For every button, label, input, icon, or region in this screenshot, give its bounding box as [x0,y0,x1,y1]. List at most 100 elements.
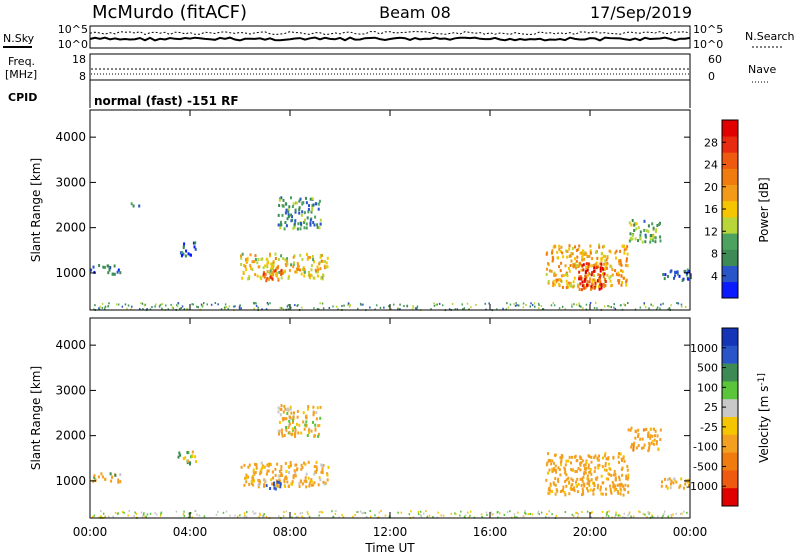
echo-mark [637,239,640,243]
colorbar-segment [722,328,738,347]
colorbar-segment [722,184,738,202]
echo-mark [284,476,287,480]
ground-scatter-mark [420,515,422,518]
colorbar-segment [722,452,738,471]
echo-mark [272,269,275,273]
echo-mark [639,437,642,441]
ground-scatter-mark [127,304,130,307]
echo-mark [195,460,197,464]
ground-scatter-mark [517,511,519,514]
ground-scatter-mark [393,303,395,306]
echo-mark [192,241,195,245]
echo-mark [309,218,312,222]
noise-tick-bottom: 10^0 [58,38,88,51]
ground-scatter-mark [362,303,364,306]
echo-mark [619,452,622,456]
echo-mark [578,262,581,265]
echo-mark [598,276,601,280]
echo-mark [551,490,554,493]
ground-scatter-mark [455,513,457,516]
ground-scatter-mark [496,308,498,311]
echo-mark [658,223,661,226]
echo-mark [307,428,310,432]
echo-mark [594,280,597,284]
echo-mark [312,221,315,224]
echo-mark [547,280,550,283]
echo-mark [281,434,284,438]
echo-mark [573,455,576,459]
echo-mark [279,479,281,483]
echo-mark [659,428,662,432]
echo-mark [610,265,613,269]
echo-mark [587,262,590,266]
echo-mark [307,255,310,259]
ground-scatter-mark [246,511,248,513]
echo-mark [586,474,589,478]
ground-scatter-mark [430,308,432,311]
echo-mark [596,486,599,490]
echo-mark [269,252,271,256]
ground-scatter-mark [664,510,666,513]
echo-mark [267,469,270,473]
colorbar-segment [722,233,738,250]
echo-mark [247,465,250,469]
ground-scatter-mark [632,515,635,518]
ground-scatter-mark [142,308,144,311]
echo-mark [298,208,301,212]
echo-mark [687,277,690,281]
echo-mark [310,274,313,277]
echo-mark [593,456,596,460]
echo-mark [564,264,567,268]
echo-mark [688,269,691,273]
ground-scatter-mark [412,306,415,309]
x-tick-label: 16:00 [473,525,508,539]
echo-mark [185,249,188,253]
echo-mark [254,258,257,261]
echo-mark [620,274,623,278]
ground-scatter-mark [263,513,265,515]
ground-scatter-mark [155,513,158,516]
ground-scatter-mark [244,514,246,517]
echo-mark [280,223,283,227]
echo-mark [569,264,572,267]
echo-mark [610,490,612,493]
echo-mark [564,493,567,497]
colorbar-tick-label: 12 [704,225,718,238]
echo-mark [554,245,557,249]
colorbar-tick-label: 1000 [690,342,718,355]
echo-mark [296,409,299,413]
ground-scatter-mark [388,515,391,518]
echo-mark [580,251,583,255]
echo-mark [659,438,662,441]
echo-mark [589,249,592,253]
ground-scatter-mark [267,303,269,306]
ground-scatter-mark [108,302,110,305]
echo-mark [657,447,660,451]
echo-mark [559,473,562,477]
echo-mark [559,250,562,253]
echo-mark [248,463,251,467]
ground-scatter-mark [525,512,527,515]
echo-mark [634,436,637,440]
echo-mark [614,477,617,481]
ground-scatter-mark [266,301,269,304]
echo-mark [286,412,289,415]
echo-mark [302,420,305,424]
echo-mark [594,266,597,270]
echo-mark [656,440,658,444]
echo-mark [637,428,640,432]
echo-mark [113,264,116,268]
ground-scatter-mark [639,306,642,309]
echo-mark [631,443,633,446]
echo-mark [293,223,296,227]
ground-scatter-mark [104,305,107,308]
echo-mark [649,240,652,244]
echo-mark [549,484,552,488]
echo-mark [586,487,588,490]
echo-mark [614,484,617,488]
echo-mark [315,468,318,472]
echo-mark [302,411,305,415]
echo-mark [274,484,277,488]
echo-mark [316,406,319,410]
echo-mark [602,282,605,286]
